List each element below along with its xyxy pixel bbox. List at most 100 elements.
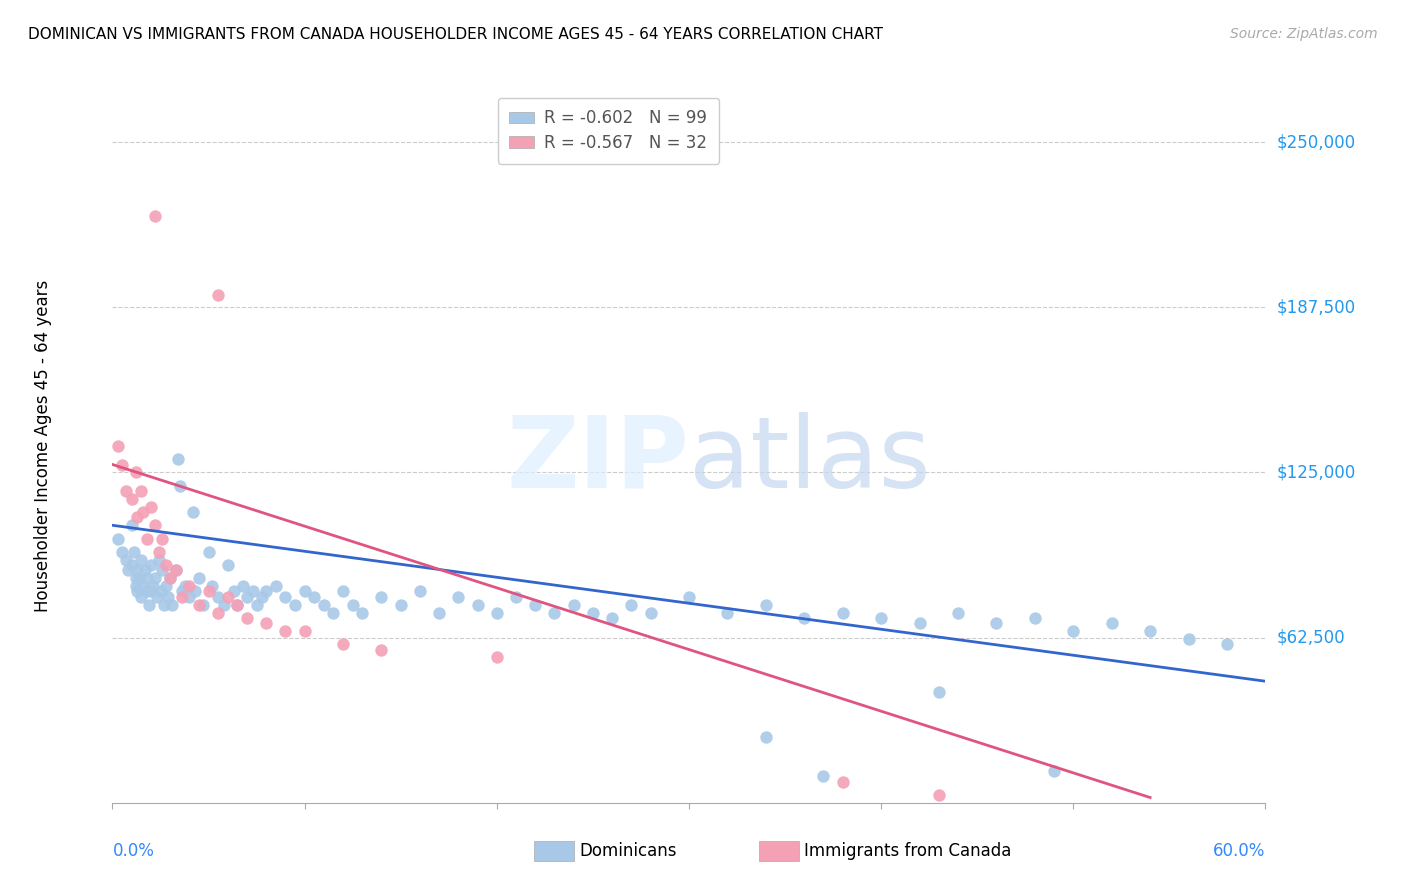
Point: [1101, 616, 1123, 631]
Text: 60.0%: 60.0%: [1213, 842, 1265, 860]
Point: [152, 563, 174, 577]
Point: [127, 584, 149, 599]
Point: [207, 590, 229, 604]
Point: [111, 458, 134, 472]
Point: [831, 606, 853, 620]
Point: [370, 590, 392, 604]
Point: [620, 598, 643, 612]
Point: [187, 571, 211, 585]
Point: [370, 642, 392, 657]
Point: [197, 584, 219, 599]
Point: [187, 598, 211, 612]
Point: [160, 598, 183, 612]
Text: $125,000: $125,000: [1277, 464, 1355, 482]
Point: [143, 571, 166, 585]
Point: [207, 288, 229, 302]
Point: [813, 769, 835, 783]
Point: [304, 590, 326, 604]
Point: [928, 685, 950, 699]
Point: [207, 606, 229, 620]
Text: atlas: atlas: [689, 412, 931, 508]
Point: [124, 571, 146, 585]
Point: [181, 505, 204, 519]
Point: [254, 584, 277, 599]
Point: [322, 606, 344, 620]
Point: [124, 579, 146, 593]
Point: [155, 558, 177, 572]
Point: [485, 650, 508, 665]
Point: [352, 606, 374, 620]
Point: [928, 788, 950, 802]
Point: [132, 579, 155, 593]
Point: [264, 579, 287, 593]
Point: [121, 558, 143, 572]
Point: [157, 590, 180, 604]
Point: [226, 598, 249, 612]
Point: [986, 616, 1008, 631]
Point: [254, 616, 277, 631]
Point: [153, 598, 176, 612]
Point: [485, 606, 508, 620]
Point: [155, 579, 177, 593]
Point: [831, 774, 853, 789]
Point: [562, 598, 585, 612]
Point: [755, 598, 778, 612]
Point: [543, 606, 565, 620]
Point: [117, 563, 139, 577]
Point: [128, 571, 150, 585]
Point: [312, 598, 335, 612]
Point: [132, 505, 155, 519]
Point: [143, 209, 166, 223]
Point: [145, 590, 167, 604]
Point: [165, 563, 187, 577]
Text: Dominicans: Dominicans: [579, 842, 676, 860]
Point: [409, 584, 432, 599]
Point: [600, 611, 623, 625]
Point: [136, 584, 159, 599]
Point: [138, 598, 160, 612]
Text: $187,500: $187,500: [1277, 298, 1355, 317]
Point: [111, 545, 134, 559]
Point: [107, 439, 129, 453]
Point: [197, 545, 219, 559]
Text: $62,500: $62,500: [1277, 629, 1346, 647]
Point: [134, 563, 156, 577]
Point: [191, 598, 214, 612]
Point: [505, 590, 527, 604]
Point: [332, 637, 354, 651]
Point: [467, 598, 489, 612]
Point: [184, 584, 207, 599]
Point: [139, 500, 162, 514]
Point: [142, 579, 165, 593]
Point: [252, 590, 274, 604]
Text: ZIP: ZIP: [506, 412, 689, 508]
Point: [129, 483, 153, 498]
Point: [212, 598, 235, 612]
Point: [149, 584, 172, 599]
Point: [124, 466, 146, 480]
Point: [127, 563, 149, 577]
Text: DOMINICAN VS IMMIGRANTS FROM CANADA HOUSEHOLDER INCOME AGES 45 - 64 YEARS CORREL: DOMINICAN VS IMMIGRANTS FROM CANADA HOUS…: [28, 27, 883, 42]
Point: [139, 584, 162, 599]
Point: [245, 598, 267, 612]
Point: [236, 590, 259, 604]
Legend: R = -0.602   N = 99, R = -0.567   N = 32: R = -0.602 N = 99, R = -0.567 N = 32: [498, 97, 718, 163]
Point: [427, 606, 450, 620]
Point: [148, 552, 170, 566]
Point: [389, 598, 412, 612]
Text: Source: ZipAtlas.com: Source: ZipAtlas.com: [1230, 27, 1378, 41]
Point: [129, 590, 153, 604]
Point: [946, 606, 969, 620]
Point: [179, 579, 201, 593]
Point: [678, 590, 700, 604]
Point: [1177, 632, 1199, 646]
Point: [294, 584, 316, 599]
Point: [107, 532, 129, 546]
Point: [908, 616, 931, 631]
Point: [115, 483, 138, 498]
Point: [1024, 611, 1046, 625]
Point: [136, 532, 159, 546]
Point: [166, 452, 188, 467]
Point: [122, 545, 145, 559]
Point: [217, 590, 239, 604]
